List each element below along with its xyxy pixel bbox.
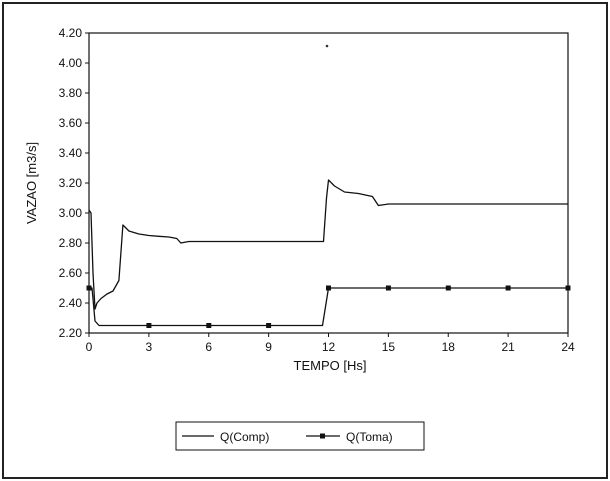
y-axis: 2.20 2.40 2.60 2.80 3.00 3.20 3.40 3.60 3.80 4.00…	[59, 26, 89, 340]
data-point-q-toma	[86, 285, 92, 291]
legend-label-comp: Q(Comp)	[220, 430, 269, 444]
x-tick-label: 0	[86, 340, 93, 354]
x-tick-label: 15	[382, 340, 396, 354]
data-point-q-toma	[565, 285, 571, 291]
legend-marker-toma	[320, 433, 325, 439]
y-tick-label: 2.20	[59, 326, 83, 340]
y-tick-label: 4.00	[59, 56, 83, 70]
x-axis: 0 3 6 9 12 15 18 21 24	[86, 333, 575, 354]
legend-label-toma: Q(Toma)	[346, 430, 393, 444]
data-point-q-toma	[266, 323, 272, 328]
y-tick-label: 3.40	[59, 146, 83, 160]
data-point-q-toma	[505, 285, 511, 291]
stray-dot	[325, 44, 329, 48]
y-tick-label: 4.20	[59, 26, 83, 40]
y-tick-label: 3.60	[59, 116, 83, 130]
y-tick-label: 2.60	[59, 266, 83, 280]
y-tick-label: 3.00	[59, 206, 83, 220]
y-tick-label: 2.80	[59, 236, 83, 250]
x-tick-label: 6	[205, 340, 212, 354]
series-layer	[86, 179, 571, 328]
data-point-q-toma	[206, 323, 212, 328]
y-tick-label: 3.20	[59, 176, 83, 190]
x-tick-label: 24	[561, 340, 575, 354]
x-tick-label: 12	[322, 340, 336, 354]
legend: Q(Comp) Q(Toma)	[175, 421, 425, 451]
x-tick-label: 18	[442, 340, 456, 354]
legend-box	[175, 421, 425, 451]
data-point-q-toma	[146, 323, 152, 328]
data-point-q-toma	[445, 285, 451, 291]
series-line-q-comp	[88, 179, 568, 310]
x-axis-label: TEMPO [Hs]	[294, 358, 367, 373]
data-point-q-toma	[326, 285, 331, 291]
y-tick-label: 2.40	[59, 296, 83, 310]
data-point-q-toma	[385, 285, 391, 291]
x-tick-label: 21	[501, 340, 515, 354]
y-tick-label: 3.80	[59, 86, 83, 100]
x-tick-label: 3	[146, 340, 153, 354]
y-axis-label: VAZAO [m3/s]	[24, 142, 39, 224]
plot-area: 2.20 2.40 2.60 2.80 3.00 3.20 3.40 3.60 3.80 4.00…	[59, 26, 575, 354]
x-tick-label: 9	[265, 340, 272, 354]
